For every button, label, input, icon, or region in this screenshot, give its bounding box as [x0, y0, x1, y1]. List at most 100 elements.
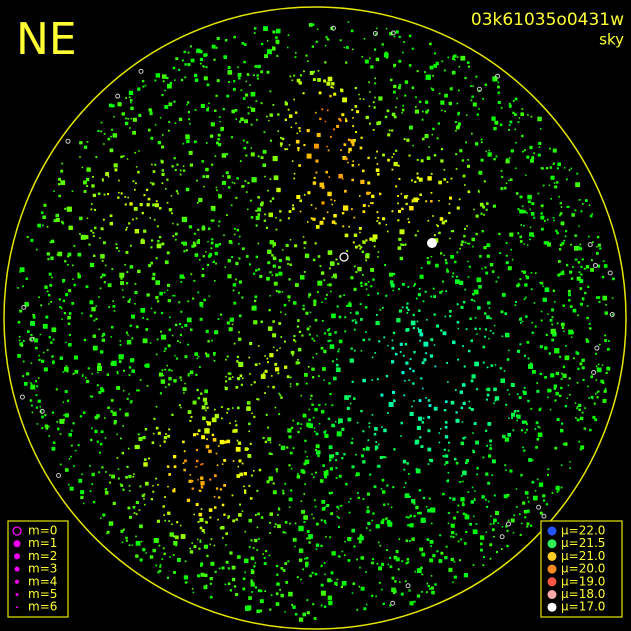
star	[288, 435, 292, 439]
star	[505, 525, 508, 528]
star	[542, 494, 546, 498]
star	[288, 299, 290, 302]
star	[110, 362, 114, 366]
star	[262, 372, 265, 375]
star	[488, 454, 492, 458]
star	[306, 611, 310, 615]
star	[536, 389, 540, 393]
star	[540, 167, 543, 170]
star	[83, 145, 88, 149]
star	[85, 379, 90, 384]
star	[110, 410, 113, 413]
star	[19, 270, 22, 273]
star	[193, 232, 196, 235]
star	[225, 380, 228, 383]
star	[90, 203, 93, 205]
star	[100, 430, 104, 434]
star	[108, 521, 114, 526]
star	[297, 473, 299, 475]
star	[344, 316, 347, 319]
star	[143, 194, 146, 197]
star	[366, 509, 370, 514]
star	[272, 482, 275, 485]
star	[572, 308, 577, 313]
star	[455, 275, 458, 278]
star	[321, 185, 325, 189]
star	[222, 180, 226, 185]
star	[412, 382, 415, 385]
star	[464, 184, 466, 186]
star	[242, 577, 246, 581]
star	[354, 105, 358, 108]
star	[179, 341, 181, 344]
star	[528, 363, 534, 369]
star	[213, 352, 216, 355]
star	[168, 328, 172, 332]
star	[257, 64, 261, 69]
star	[264, 440, 268, 444]
star	[402, 104, 405, 107]
star	[426, 260, 431, 265]
star	[168, 121, 171, 123]
star	[292, 354, 294, 357]
star	[311, 403, 314, 406]
star	[359, 534, 362, 537]
star	[524, 431, 527, 434]
star	[60, 307, 63, 310]
star	[150, 136, 154, 140]
star	[228, 372, 232, 375]
star	[517, 410, 520, 413]
star	[387, 344, 389, 347]
star	[435, 61, 439, 66]
star	[298, 361, 301, 364]
star	[20, 344, 24, 347]
star	[330, 512, 334, 516]
star	[187, 51, 190, 54]
star	[292, 419, 295, 422]
star	[453, 561, 456, 563]
star	[159, 392, 162, 395]
star	[313, 176, 316, 179]
star	[35, 346, 38, 350]
star	[482, 97, 484, 100]
star	[459, 247, 461, 250]
star	[149, 112, 153, 116]
star	[376, 211, 379, 214]
star	[71, 302, 75, 305]
star	[421, 552, 426, 557]
star	[244, 558, 249, 564]
star	[420, 159, 424, 163]
star	[598, 343, 601, 346]
star	[401, 560, 404, 563]
star	[321, 507, 326, 511]
star	[449, 310, 452, 313]
star	[430, 586, 434, 590]
star	[294, 244, 298, 248]
star	[504, 464, 507, 467]
star	[154, 124, 157, 126]
star	[237, 66, 239, 69]
star	[511, 258, 514, 261]
star	[375, 168, 380, 172]
star	[18, 335, 21, 338]
star	[430, 255, 433, 258]
star	[174, 354, 176, 357]
star	[551, 338, 555, 342]
star	[248, 596, 252, 600]
star	[238, 291, 240, 294]
star	[253, 470, 255, 472]
star	[590, 267, 594, 272]
star	[238, 235, 241, 238]
star	[300, 275, 305, 280]
star	[91, 373, 93, 375]
star	[162, 505, 165, 508]
star	[250, 556, 255, 561]
star	[401, 371, 405, 375]
star	[433, 64, 435, 66]
star	[327, 38, 330, 41]
star	[545, 503, 548, 506]
star	[452, 272, 455, 275]
star	[414, 440, 419, 445]
star	[512, 429, 515, 432]
star	[62, 222, 65, 225]
